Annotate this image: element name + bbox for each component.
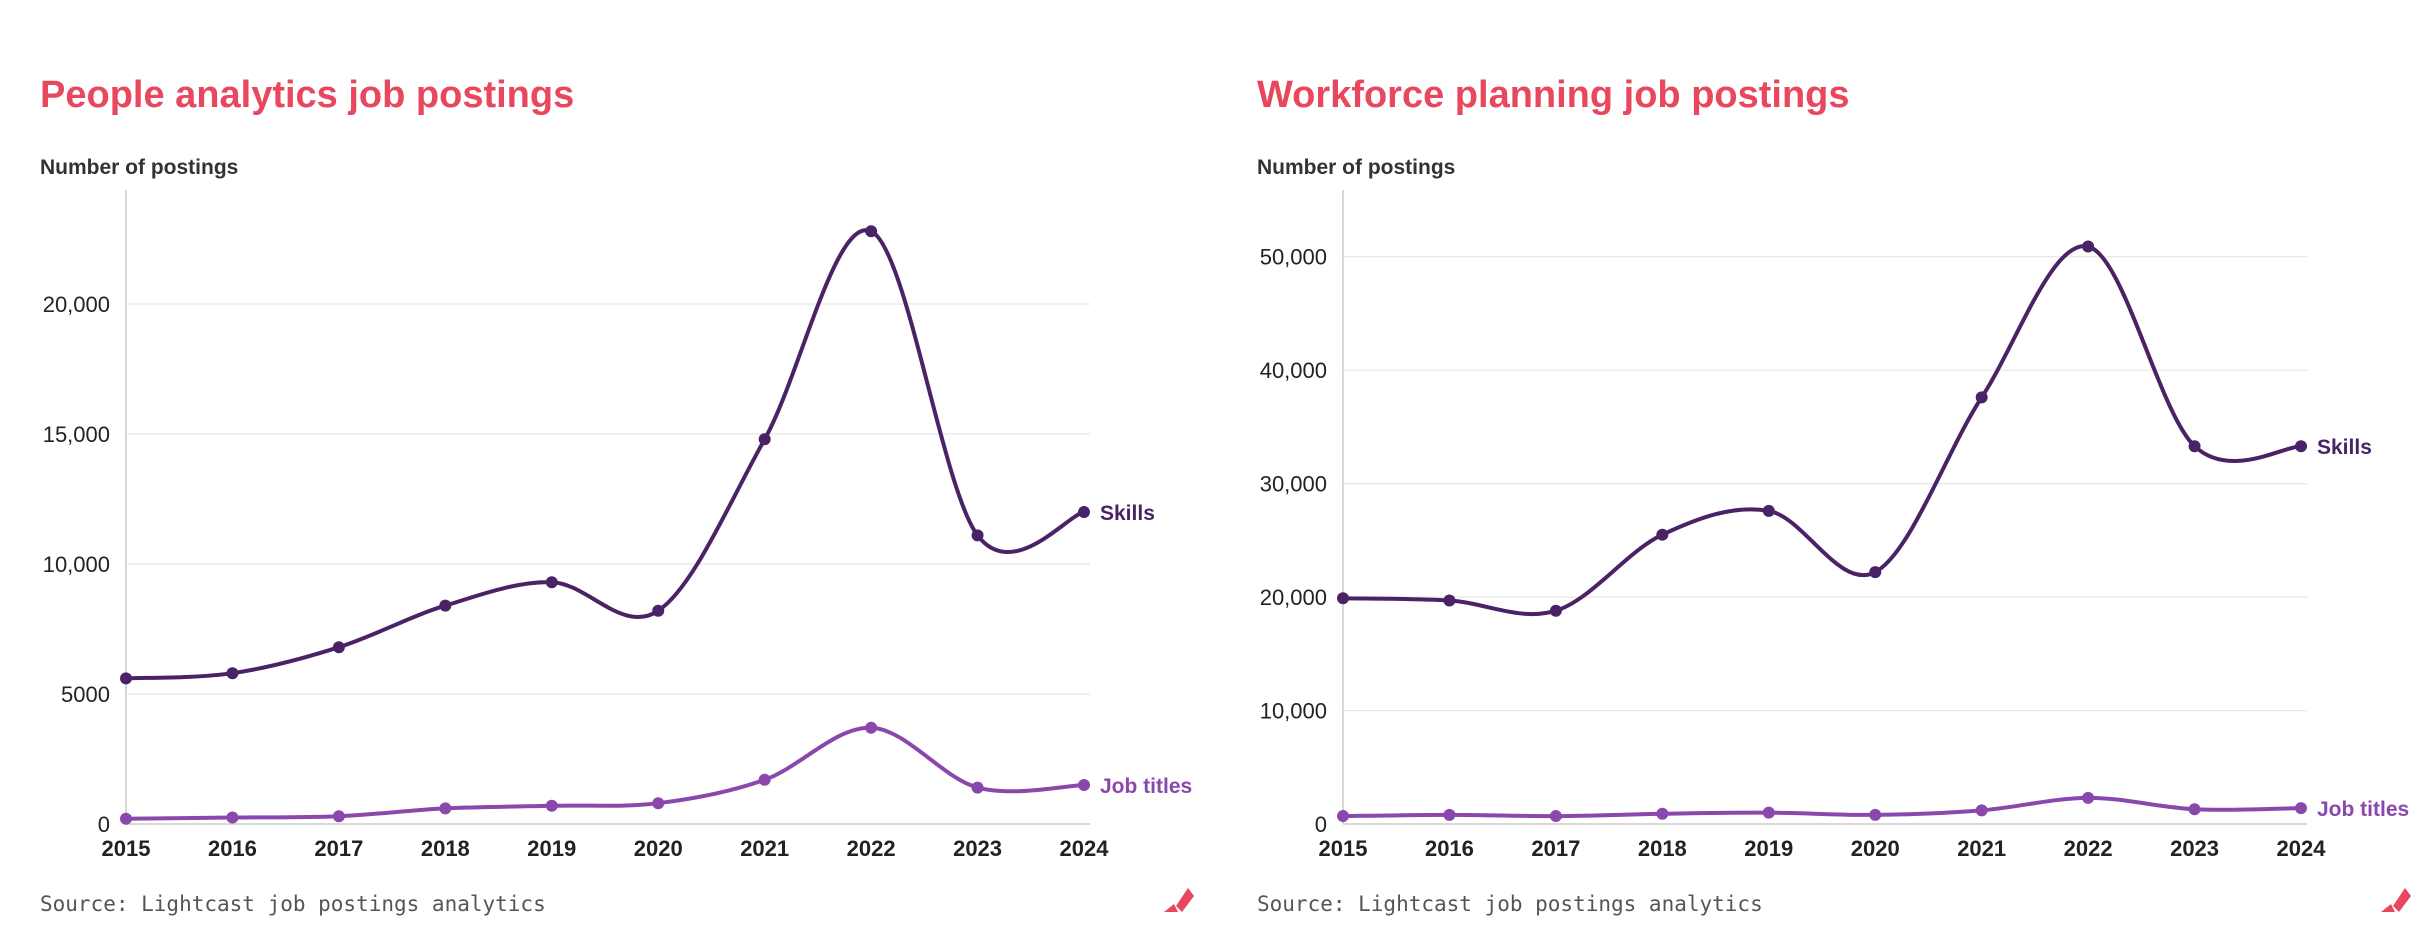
y-tick-label: 0 bbox=[1315, 812, 1327, 837]
data-point bbox=[439, 802, 452, 815]
series-line-skills bbox=[1341, 244, 2303, 616]
data-point bbox=[652, 604, 665, 617]
y-tick-label: 30,000 bbox=[1260, 472, 1327, 497]
x-tick-label: 2016 bbox=[1425, 836, 1474, 861]
data-point bbox=[332, 641, 345, 654]
data-point bbox=[120, 672, 132, 685]
x-tick-label: 2019 bbox=[527, 836, 576, 861]
x-tick-label: 2017 bbox=[314, 836, 363, 861]
data-point bbox=[758, 773, 771, 786]
data-point bbox=[2295, 440, 2307, 453]
y-tick-label: 5000 bbox=[61, 682, 110, 707]
data-point bbox=[1656, 807, 1669, 820]
lightcast-logo-icon bbox=[2381, 888, 2411, 912]
data-point bbox=[971, 781, 984, 794]
data-point bbox=[652, 797, 665, 810]
data-point bbox=[1337, 592, 1349, 605]
source-note: Source: Lightcast job postings analytics bbox=[1257, 892, 1763, 916]
data-point bbox=[2082, 240, 2095, 253]
data-point bbox=[1869, 808, 1882, 821]
series-label: Skills bbox=[2317, 436, 2372, 459]
x-tick-label: 2016 bbox=[208, 836, 257, 861]
data-point bbox=[758, 433, 771, 446]
data-point bbox=[1443, 808, 1456, 821]
x-tick-label: 2018 bbox=[1638, 836, 1687, 861]
data-point bbox=[1549, 604, 1562, 617]
x-tick-label: 2018 bbox=[421, 836, 470, 861]
source-note: Source: Lightcast job postings analytics bbox=[40, 892, 546, 916]
series-line-job-titles bbox=[124, 725, 1086, 821]
data-point bbox=[545, 799, 558, 812]
series-label: Job titles bbox=[1100, 775, 1192, 798]
data-point bbox=[332, 810, 345, 823]
data-point bbox=[1443, 594, 1456, 607]
y-tick-label: 20,000 bbox=[43, 292, 110, 317]
x-tick-label: 2024 bbox=[1060, 836, 1110, 861]
y-tick-label: 40,000 bbox=[1260, 358, 1327, 383]
line-chart: 0 5000 10,000 15,000 20,000 2015 2016 2017 2018 2… bbox=[43, 190, 1192, 861]
x-tick-label: 2021 bbox=[1957, 836, 2006, 861]
data-point bbox=[120, 812, 132, 825]
y-tick-label: 10,000 bbox=[43, 552, 110, 577]
data-point bbox=[1975, 804, 1988, 817]
data-point bbox=[865, 721, 878, 734]
y-tick-label: 20,000 bbox=[1260, 585, 1327, 610]
data-point bbox=[2082, 791, 2095, 804]
data-point bbox=[1549, 810, 1562, 823]
series-label: Skills bbox=[1100, 502, 1155, 525]
x-tick-label: 2022 bbox=[2064, 836, 2113, 861]
data-point bbox=[1078, 506, 1090, 518]
data-point bbox=[1656, 528, 1669, 541]
data-point bbox=[1762, 806, 1775, 819]
data-point bbox=[865, 225, 878, 238]
x-tick-label: 2020 bbox=[634, 836, 683, 861]
y-tick-label: 0 bbox=[98, 812, 110, 837]
data-point bbox=[2188, 440, 2201, 453]
data-point bbox=[2295, 802, 2307, 815]
data-point bbox=[1078, 779, 1090, 791]
data-point bbox=[545, 576, 558, 589]
chart-title: Workforce planning job postings bbox=[1257, 74, 1850, 116]
lightcast-logo-icon bbox=[1164, 888, 1194, 912]
chart-title: People analytics job postings bbox=[40, 74, 575, 116]
x-tick-label: 2024 bbox=[2277, 836, 2327, 861]
series-label: Job titles bbox=[2317, 798, 2409, 821]
line-chart: 0 10,000 20,000 30,000 40,000 50,000 2015 2016 2… bbox=[1260, 190, 2409, 861]
x-tick-label: 2021 bbox=[740, 836, 789, 861]
y-tick-label: 50,000 bbox=[1260, 245, 1327, 270]
x-tick-label: 2017 bbox=[1531, 836, 1580, 861]
x-tick-label: 2020 bbox=[1851, 836, 1900, 861]
y-axis-title: Number of postings bbox=[40, 156, 239, 179]
series-line-job-titles bbox=[1341, 795, 2303, 819]
y-tick-label: 10,000 bbox=[1260, 699, 1327, 724]
data-point bbox=[226, 667, 239, 680]
x-tick-label: 2015 bbox=[1319, 836, 1368, 861]
x-tick-label: 2023 bbox=[953, 836, 1002, 861]
y-tick-label: 15,000 bbox=[43, 422, 110, 447]
data-point bbox=[226, 811, 239, 824]
chart-panel-people-analytics: People analytics job postings Number of … bbox=[40, 74, 1194, 916]
data-point bbox=[971, 529, 984, 542]
data-point bbox=[2188, 803, 2201, 816]
chart-panel-workforce-planning: Workforce planning job postings Number o… bbox=[1217, 0, 2434, 950]
x-tick-label: 2019 bbox=[1744, 836, 1793, 861]
data-point bbox=[439, 599, 452, 612]
data-point bbox=[1975, 391, 1988, 404]
data-point bbox=[1337, 810, 1349, 823]
data-point bbox=[1762, 504, 1775, 517]
series-line-skills bbox=[124, 228, 1086, 681]
x-tick-label: 2023 bbox=[2170, 836, 2219, 861]
data-point bbox=[1869, 566, 1882, 579]
y-axis-title: Number of postings bbox=[1257, 156, 1456, 179]
x-tick-label: 2015 bbox=[102, 836, 151, 861]
x-tick-label: 2022 bbox=[847, 836, 896, 861]
